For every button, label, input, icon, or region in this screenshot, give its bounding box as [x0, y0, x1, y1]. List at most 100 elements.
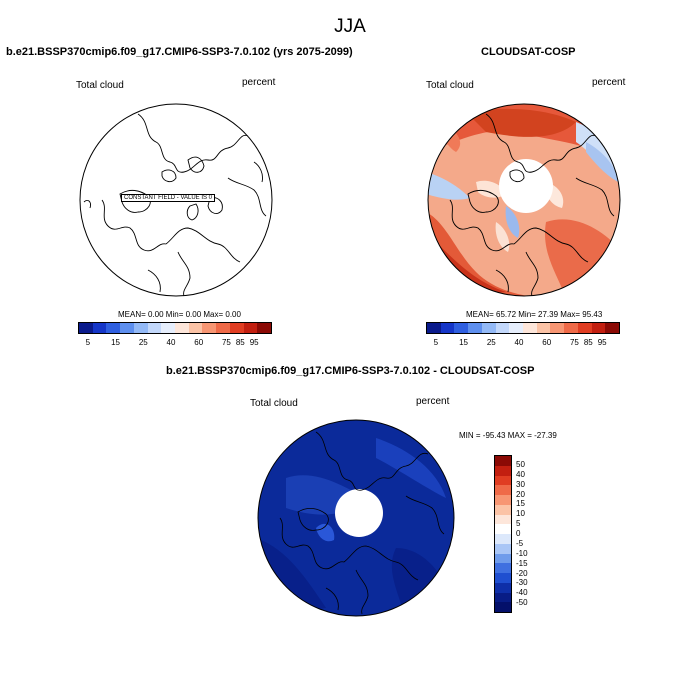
colorbar-swatch — [550, 323, 565, 333]
colorbar-label: 85 — [235, 338, 245, 347]
right-colorbar — [426, 322, 620, 334]
left-colorbar — [78, 322, 272, 334]
colorbar-label: 30 — [516, 479, 525, 489]
colorbar-label: 20 — [516, 489, 525, 499]
colorbar-swatch — [564, 323, 578, 333]
right-coastlines — [449, 113, 615, 296]
colorbar-swatch — [577, 323, 592, 333]
colorbar-swatch — [161, 323, 176, 333]
colorbar-label: -5 — [516, 538, 524, 548]
diff-colorbar-labels: 50 40 30 20 15 10 5 0 -5 -10 -15 -20 -30 -40 -50 — [516, 455, 546, 613]
colorbar-label: 0 — [516, 529, 521, 538]
colorbar-swatch — [495, 553, 511, 564]
right-cloud-field — [428, 104, 620, 296]
colorbar-swatch — [133, 323, 148, 333]
right-stats: MEAN= 65.72 Min= 27.39 Max= 95.43 — [466, 310, 603, 319]
diff-pole-gap — [335, 489, 383, 537]
left-units-label: percent — [242, 77, 276, 88]
colorbar-label: -40 — [516, 588, 528, 598]
colorbar-label: 40 — [514, 338, 524, 347]
colorbar-label: 15 — [111, 338, 121, 347]
colorbar-label: 40 — [516, 469, 525, 479]
colorbar-label: 60 — [194, 338, 204, 347]
diff-units-label: percent — [416, 396, 450, 407]
colorbar-swatch — [495, 592, 511, 603]
colorbar-label: 95 — [597, 338, 607, 347]
colorbar-swatch — [216, 323, 230, 333]
colorbar-swatch — [79, 323, 93, 333]
colorbar-swatch — [495, 485, 511, 495]
colorbar-label: 60 — [542, 338, 552, 347]
diff-polar-map — [257, 419, 455, 617]
colorbar-swatch — [591, 323, 606, 333]
colorbar-swatch — [120, 323, 134, 333]
colorbar-swatch — [495, 602, 511, 612]
diff-colorbar — [494, 455, 512, 613]
colorbar-swatch — [495, 563, 511, 573]
colorbar-swatch — [509, 323, 524, 333]
colorbar-swatch — [495, 323, 510, 333]
colorbar-label: -15 — [516, 558, 528, 568]
diff-panel-title: b.e21.BSSP370cmip6.f09_g17.CMIP6-SSP3-7.… — [166, 365, 535, 377]
colorbar-label: 15 — [516, 499, 525, 509]
colorbar-swatch — [495, 504, 511, 515]
colorbar-swatch — [92, 323, 107, 333]
colorbar-swatch — [495, 514, 511, 525]
colorbar-swatch — [495, 475, 511, 486]
diff-variable-label: Total cloud — [250, 398, 298, 409]
left-stats: MEAN= 0.00 Min= 0.00 Max= 0.00 — [118, 310, 241, 319]
constant-field-note: CONSTANT FIELD - VALUE IS 0 — [121, 194, 216, 202]
colorbar-label: 10 — [516, 509, 525, 519]
left-variable-label: Total cloud — [76, 80, 124, 91]
diff-coastlines — [279, 431, 445, 615]
right-polar-map — [427, 103, 621, 297]
colorbar-swatch — [243, 323, 258, 333]
colorbar-swatch — [257, 323, 272, 333]
colorbar-swatch — [495, 456, 511, 466]
colorbar-swatch — [495, 543, 511, 554]
colorbar-swatch — [523, 323, 537, 333]
colorbar-label: 85 — [583, 338, 593, 347]
colorbar-label: 5 — [433, 338, 439, 347]
colorbar-label: 75 — [221, 338, 231, 347]
colorbar-label: -30 — [516, 578, 528, 588]
colorbar-swatch — [106, 323, 121, 333]
colorbar-label: -10 — [516, 548, 528, 558]
left-colorbar-labels: 5 15 25 40 60 75 85 95 — [78, 338, 272, 348]
colorbar-swatch — [440, 323, 455, 333]
right-variable-label: Total cloud — [426, 80, 474, 91]
diff-cloud-field — [258, 420, 454, 616]
colorbar-swatch — [188, 323, 203, 333]
colorbar-label: 40 — [166, 338, 176, 347]
colorbar-swatch — [495, 524, 511, 534]
colorbar-swatch — [495, 582, 511, 593]
colorbar-label: 25 — [138, 338, 148, 347]
diff-minmax: MIN = -95.43 MAX = -27.39 — [459, 431, 557, 440]
right-units-label: percent — [592, 77, 626, 88]
colorbar-swatch — [147, 323, 162, 333]
colorbar-label: 5 — [516, 519, 521, 529]
colorbar-swatch — [605, 323, 620, 333]
colorbar-swatch — [175, 323, 189, 333]
colorbar-label: 5 — [85, 338, 91, 347]
colorbar-label: 95 — [249, 338, 259, 347]
colorbar-swatch — [427, 323, 441, 333]
colorbar-swatch — [202, 323, 217, 333]
colorbar-swatch — [454, 323, 469, 333]
figure-season-title: JJA — [334, 16, 366, 37]
colorbar-swatch — [495, 495, 511, 505]
left-panel-title: b.e21.BSSP370cmip6.f09_g17.CMIP6-SSP3-7.… — [6, 46, 353, 58]
right-pole-gap — [499, 159, 553, 213]
right-colorbar-labels: 5 15 25 40 60 75 85 95 — [426, 338, 620, 348]
colorbar-label: 15 — [459, 338, 469, 347]
left-coastlines — [83, 113, 267, 297]
colorbar-swatch — [495, 534, 511, 544]
colorbar-label: 75 — [569, 338, 579, 347]
colorbar-swatch — [229, 323, 244, 333]
colorbar-swatch — [495, 465, 511, 476]
colorbar-label: 50 — [516, 459, 525, 469]
colorbar-swatch — [468, 323, 482, 333]
colorbar-swatch — [495, 573, 511, 583]
right-panel-title: CLOUDSAT-COSP — [481, 46, 576, 58]
colorbar-label: 25 — [486, 338, 496, 347]
